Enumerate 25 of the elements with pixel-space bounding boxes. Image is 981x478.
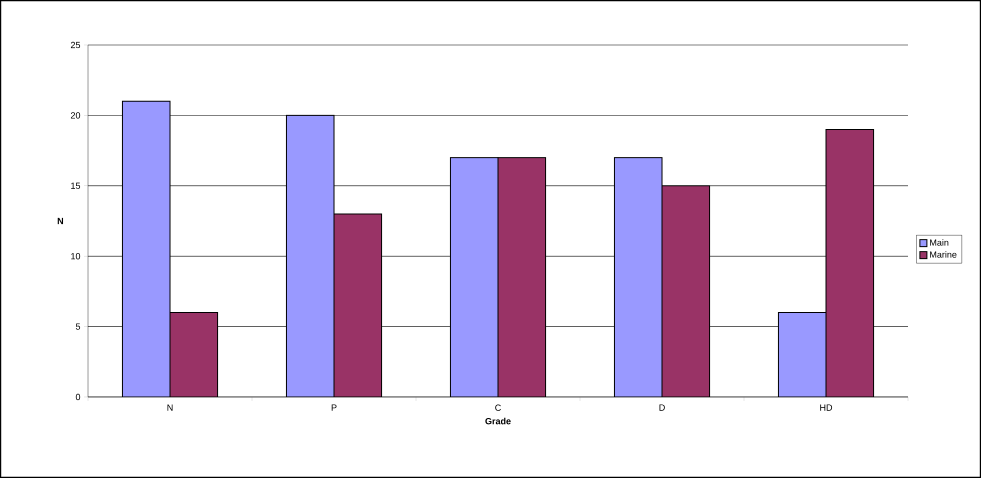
y-tick-label: 10 <box>71 253 80 260</box>
bar <box>498 157 546 397</box>
bar <box>662 185 710 397</box>
legend-label: Main <box>930 239 948 246</box>
x-tick-label: C <box>495 404 501 411</box>
y-axis-title: N <box>58 218 64 224</box>
bar <box>826 128 874 397</box>
bar <box>450 157 499 397</box>
bar <box>334 213 382 397</box>
x-tick-label: P <box>332 404 337 411</box>
bar <box>286 114 335 397</box>
y-tick-label: 0 <box>76 394 80 400</box>
y-tick-label: 20 <box>70 112 80 119</box>
bar <box>614 157 663 397</box>
y-tick-label: 5 <box>76 323 80 330</box>
bar <box>170 312 218 397</box>
legend-label: Marine <box>930 251 956 258</box>
bar <box>778 312 827 397</box>
x-axis-title: Grade <box>485 418 511 424</box>
y-tick-label: 25 <box>70 42 80 48</box>
bar <box>122 100 171 397</box>
y-tick-label: 15 <box>71 182 80 189</box>
x-tick-label: N <box>167 404 173 411</box>
x-tick-label: HD <box>820 404 832 411</box>
x-tick-label: D <box>659 404 665 411</box>
